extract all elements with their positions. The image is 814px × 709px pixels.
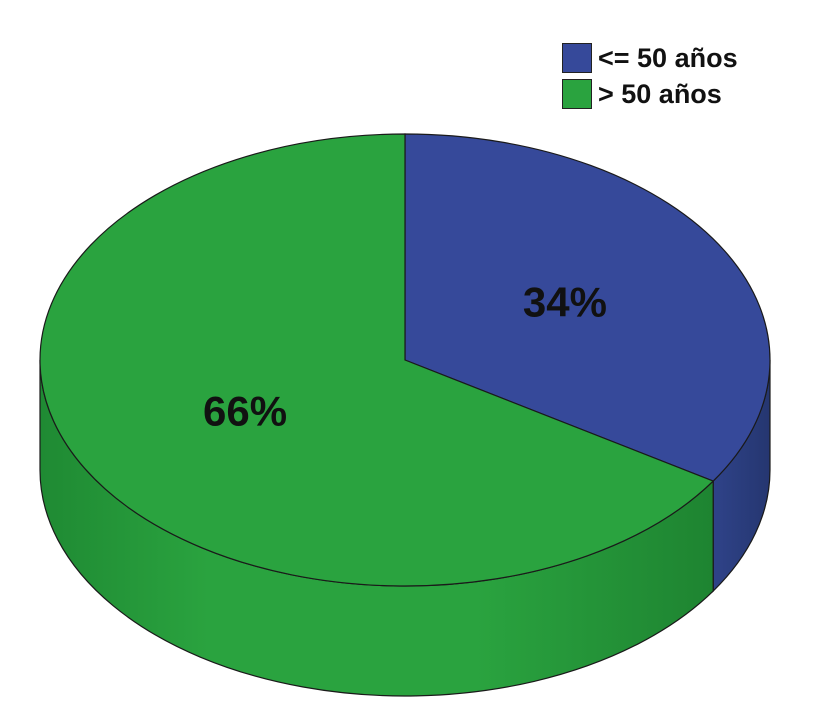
pie-slice-le-50 — [404, 133, 771, 482]
pie-data-labels: 34% 66% — [203, 279, 607, 435]
legend: <= 50 años > 50 años — [562, 40, 738, 112]
legend-label-gt-50: > 50 años — [598, 78, 722, 109]
data-label-le-50: 34% — [523, 279, 607, 326]
pie-tops — [39, 133, 771, 587]
pie-slice-gt-50 — [39, 133, 715, 587]
legend-swatch-gt-50 — [562, 79, 592, 109]
legend-swatch-le-50 — [562, 43, 592, 73]
legend-item-gt-50: > 50 años — [562, 76, 738, 112]
legend-item-le-50: <= 50 años — [562, 40, 738, 76]
legend-label-le-50: <= 50 años — [598, 42, 738, 73]
data-label-gt-50: 66% — [203, 388, 287, 435]
